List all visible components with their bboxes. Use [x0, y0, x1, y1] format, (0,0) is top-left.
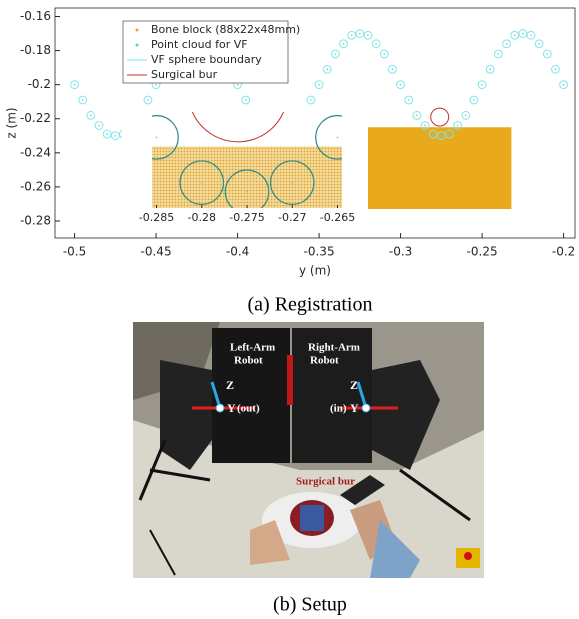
point [555, 69, 557, 71]
caption: (a) Registration [248, 294, 373, 316]
point [383, 53, 385, 55]
point [106, 133, 108, 135]
point [156, 137, 158, 139]
photo-label: Y [350, 401, 359, 415]
photo-label: Surgical bur [296, 476, 355, 488]
photo-label: Z [350, 378, 358, 392]
point [326, 69, 328, 71]
page: -0.5 -0.45 -0.4 -0.35 -0.3 -0.25 -0.2 -0.28 -0.2… [0, 0, 579, 619]
photo-label: Left-Arm [230, 342, 275, 354]
point [506, 43, 508, 45]
point [65, 1, 67, 3]
y-tick-label: -0.26 [20, 179, 51, 193]
inset-x-tick-label: -0.275 [229, 211, 264, 224]
point [530, 34, 532, 36]
photo-label: Z [226, 378, 234, 392]
x-tick-label: -0.3 [389, 245, 412, 259]
point [367, 34, 369, 36]
point [432, 133, 434, 135]
inset-x-tick-label: -0.27 [278, 211, 306, 224]
point [481, 84, 483, 86]
photo-label: (out) [237, 403, 260, 415]
point [538, 43, 540, 45]
inset-x-tick-label: -0.285 [139, 211, 174, 224]
point [449, 133, 451, 135]
point [245, 99, 247, 101]
caption: (b) Setup [273, 594, 347, 616]
x-tick-label: -0.4 [226, 245, 249, 259]
point [337, 137, 339, 139]
x-axis-label: y (m) [299, 264, 331, 278]
point [291, 182, 293, 184]
point [147, 99, 149, 101]
x-tick-label: -0.25 [467, 245, 498, 259]
inset-x-tick-label: -0.28 [188, 211, 216, 224]
legend-label: Point cloud for VF [151, 38, 248, 51]
point [375, 43, 377, 45]
point [408, 99, 410, 101]
photo-label: Robot [310, 355, 339, 367]
point [427, 1, 429, 3]
point [201, 182, 203, 184]
legend-label: VF sphere boundary [151, 53, 262, 66]
point [498, 53, 500, 55]
legend-label: Bone block (88x22x48mm) [151, 23, 300, 36]
point [335, 53, 337, 55]
point [522, 33, 524, 35]
point [457, 125, 459, 127]
point [546, 53, 548, 55]
photo-label: Robot [234, 355, 263, 367]
y-tick-label: -0.18 [20, 43, 51, 57]
point [237, 84, 239, 86]
point [489, 69, 491, 71]
point [473, 99, 475, 101]
point [310, 99, 312, 101]
photo-label: Right-Arm [308, 342, 360, 354]
point [441, 135, 443, 137]
figure: -0.5 -0.45 -0.4 -0.35 -0.3 -0.25 -0.2 -0.28 -0.2… [0, 0, 579, 619]
point [318, 84, 320, 86]
y-tick-label: -0.2 [28, 77, 51, 91]
legend-marker [136, 29, 139, 32]
x-tick-label: -0.35 [304, 245, 335, 259]
x-tick-label: -0.2 [552, 245, 575, 259]
point [392, 69, 394, 71]
point [246, 191, 248, 193]
point [351, 34, 353, 36]
point [424, 125, 426, 127]
photo-label: (in) [330, 403, 347, 415]
inset-x-tick-label: -0.265 [320, 211, 355, 224]
legend-marker [136, 44, 139, 47]
legend-label: Surgical bur [151, 68, 218, 81]
photo-label: Y [227, 401, 236, 415]
y-tick-label: -0.22 [20, 111, 51, 125]
x-tick-label: -0.5 [63, 245, 86, 259]
point [416, 115, 418, 117]
legend: Bone block (88x22x48mm) Point cloud for V… [123, 21, 300, 83]
point [115, 135, 117, 137]
y-axis-label: z (m) [5, 107, 19, 138]
x-tick-label: -0.45 [141, 245, 172, 259]
y-tick-label: -0.28 [20, 213, 51, 227]
y-tick-label: -0.24 [20, 145, 51, 159]
point [74, 84, 76, 86]
point [465, 115, 467, 117]
point [90, 115, 92, 117]
point [400, 84, 402, 86]
point [82, 99, 84, 101]
point [563, 84, 565, 86]
point [514, 34, 516, 36]
point [359, 33, 361, 35]
setup-photo: Left-Arm Robot Right-Arm Robot Z Y (out)… [133, 322, 484, 578]
point [155, 84, 157, 86]
point [98, 125, 100, 127]
point [343, 43, 345, 45]
y-tick-label: -0.16 [20, 9, 51, 23]
